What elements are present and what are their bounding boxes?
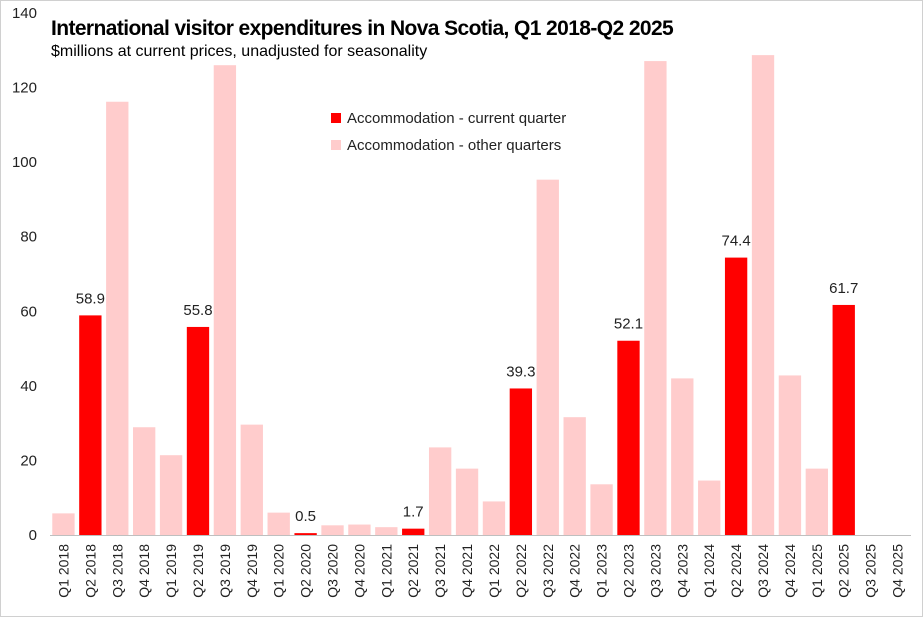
chart-title: International visitor expenditures in No… bbox=[51, 17, 674, 40]
x-tick-label: Q4 2019 bbox=[244, 544, 260, 598]
legend-swatch bbox=[331, 113, 341, 123]
x-tick-label: Q2 2022 bbox=[513, 544, 529, 598]
bar-q2-2018 bbox=[79, 315, 102, 535]
bar-q4-2019 bbox=[240, 424, 263, 535]
bar-q2-2021 bbox=[402, 528, 425, 535]
bar-q1-2025 bbox=[805, 468, 828, 535]
data-label: 58.9 bbox=[76, 290, 105, 307]
x-tick-label: Q1 2020 bbox=[271, 544, 287, 598]
legend-label: Accommodation - other quarters bbox=[347, 137, 561, 154]
bar-q1-2020 bbox=[267, 512, 290, 535]
x-tick-label: Q2 2023 bbox=[620, 544, 636, 598]
bar-q2-2024 bbox=[724, 257, 748, 535]
x-tick-label: Q3 2024 bbox=[755, 544, 771, 598]
data-label: 55.8 bbox=[183, 302, 212, 319]
y-tick-label: 40 bbox=[20, 378, 37, 395]
x-tick-label: Q3 2020 bbox=[325, 544, 341, 598]
y-tick-label: 100 bbox=[12, 154, 37, 171]
bar-q1-2021 bbox=[375, 527, 398, 535]
x-tick-label: Q4 2023 bbox=[674, 544, 690, 598]
x-tick-label: Q4 2024 bbox=[782, 544, 798, 598]
x-tick-label: Q2 2021 bbox=[405, 544, 421, 598]
y-axis: 0 20 40 60 80 100 120 140 bbox=[12, 5, 911, 544]
legend-swatch bbox=[331, 140, 341, 150]
y-tick-label: 120 bbox=[12, 80, 37, 97]
bar-q1-2019 bbox=[159, 455, 183, 535]
data-label: 52.1 bbox=[614, 316, 643, 333]
x-tick-label: Q3 2023 bbox=[647, 544, 663, 598]
legend-label: Accommodation - current quarter bbox=[347, 110, 566, 127]
x-tick-label: Q2 2018 bbox=[82, 544, 98, 598]
bar-q4-2018 bbox=[133, 427, 156, 535]
bar-q4-2021 bbox=[455, 468, 479, 535]
x-tick-label: Q2 2019 bbox=[190, 544, 206, 598]
x-tick-label: Q4 2018 bbox=[136, 544, 152, 598]
x-tick-label: Q1 2019 bbox=[163, 544, 179, 598]
bar-q4-2022 bbox=[563, 417, 586, 535]
x-tick-label: Q3 2025 bbox=[863, 544, 879, 598]
x-axis: Q1 2018 Q2 2018 Q3 2018 Q4 2018 Q1 2019 Q2 20… bbox=[55, 544, 905, 598]
x-tick-label: Q2 2020 bbox=[298, 544, 314, 598]
x-tick-label: Q4 2025 bbox=[890, 544, 906, 598]
x-tick-label: Q1 2021 bbox=[378, 544, 394, 598]
data-label: 0.5 bbox=[295, 508, 316, 525]
bar-q2-2023 bbox=[617, 340, 640, 535]
bar-q1-2022 bbox=[482, 501, 506, 535]
bar-q4-2020 bbox=[348, 524, 371, 535]
x-tick-label: Q1 2024 bbox=[701, 544, 717, 598]
y-tick-label: 20 bbox=[20, 452, 37, 469]
x-tick-label: Q4 2020 bbox=[351, 544, 367, 598]
bar-q2-2022 bbox=[509, 388, 533, 535]
bar-q3-2021 bbox=[428, 447, 452, 535]
x-tick-label: Q1 2025 bbox=[809, 544, 825, 598]
data-label: 61.7 bbox=[829, 280, 858, 297]
data-label: 1.7 bbox=[403, 504, 424, 521]
bar-q1-2018 bbox=[52, 513, 75, 535]
y-tick-label: 80 bbox=[20, 229, 37, 246]
x-tick-label: Q3 2021 bbox=[432, 544, 448, 598]
x-tick-label: Q1 2022 bbox=[486, 544, 502, 598]
x-tick-label: Q2 2025 bbox=[836, 544, 852, 598]
bar-q3-2023 bbox=[644, 61, 667, 535]
bar-q2-2025 bbox=[832, 304, 855, 535]
x-tick-label: Q4 2021 bbox=[459, 544, 475, 598]
chart-subtitle: $millions at current prices, unadjusted … bbox=[51, 43, 427, 60]
bar-q4-2023 bbox=[671, 378, 694, 535]
data-label: 39.3 bbox=[506, 363, 535, 380]
bar-q3-2024 bbox=[751, 55, 775, 535]
x-tick-label: Q4 2022 bbox=[567, 544, 583, 598]
y-tick-label: 0 bbox=[29, 527, 37, 544]
bar-q2-2019 bbox=[186, 326, 210, 535]
x-tick-label: Q3 2022 bbox=[540, 544, 556, 598]
x-tick-label: Q2 2024 bbox=[728, 544, 744, 598]
x-tick-label: Q3 2018 bbox=[109, 544, 125, 598]
bar-q3-2020 bbox=[321, 525, 344, 535]
data-label: 74.4 bbox=[722, 233, 751, 250]
bar-q3-2019 bbox=[213, 65, 237, 535]
bar-q2-2020 bbox=[294, 533, 317, 535]
bar-q1-2023 bbox=[590, 484, 613, 535]
data-labels: 58.9 55.8 0.5 1.7 39.3 52.1 74.4 61.7 bbox=[76, 233, 859, 526]
bar-q1-2024 bbox=[698, 480, 721, 535]
bars bbox=[52, 55, 855, 536]
bar-q4-2024 bbox=[778, 375, 802, 535]
y-tick-label: 140 bbox=[12, 5, 37, 22]
bar-q3-2022 bbox=[536, 179, 559, 535]
x-tick-label: Q1 2023 bbox=[594, 544, 610, 598]
x-tick-label: Q3 2019 bbox=[217, 544, 233, 598]
y-tick-label: 60 bbox=[20, 303, 37, 320]
legend: Accommodation - current quarter Accommoda… bbox=[331, 110, 566, 154]
bar-q3-2018 bbox=[106, 101, 129, 536]
x-tick-label: Q1 2018 bbox=[55, 544, 71, 598]
